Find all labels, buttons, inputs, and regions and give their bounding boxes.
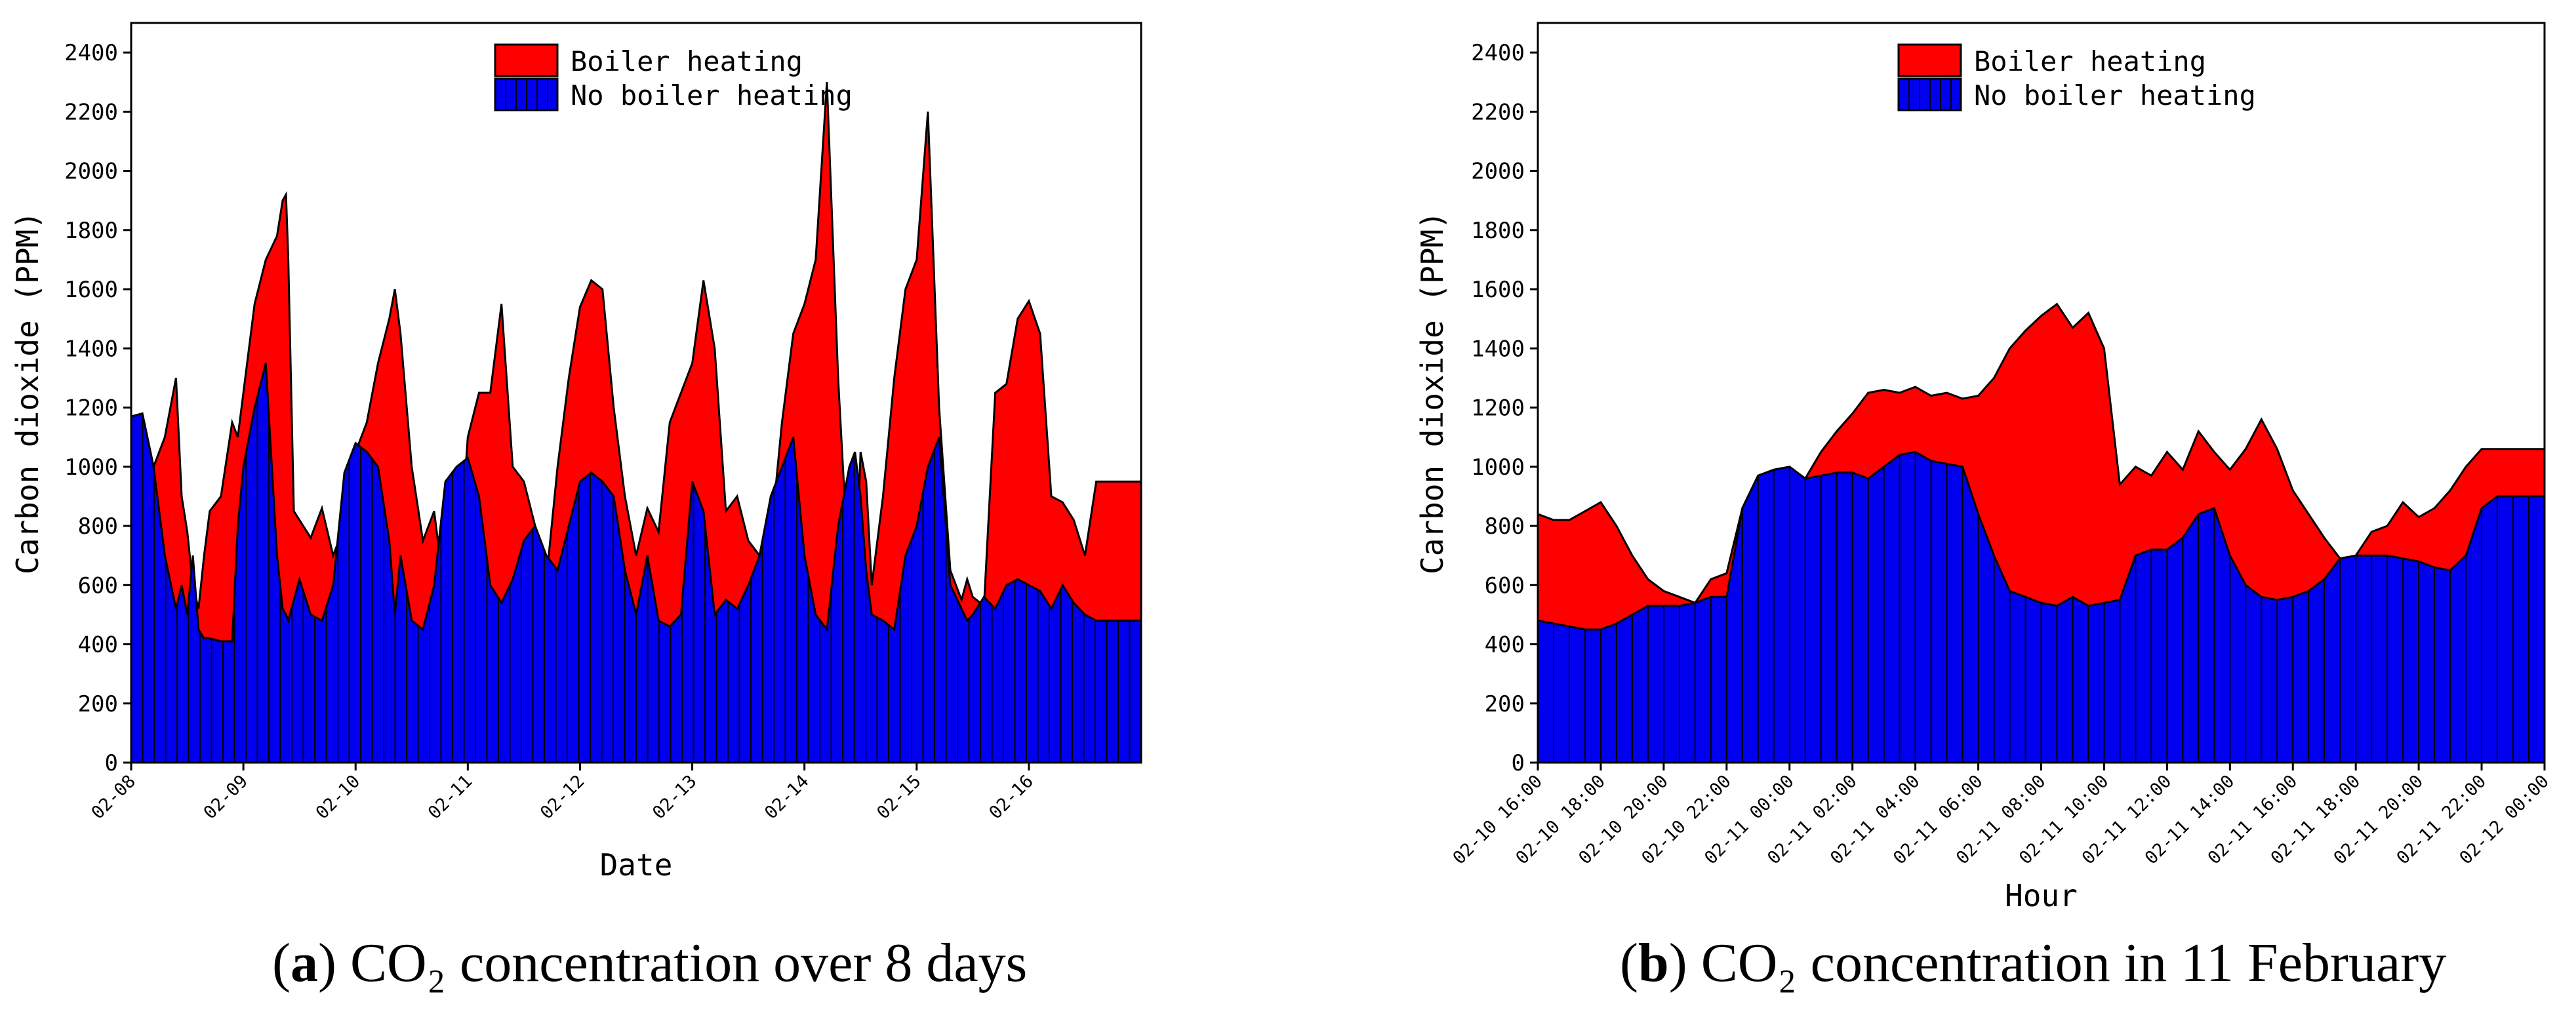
y-tick-label: 2000 [64, 159, 118, 185]
plot-frame [130, 22, 1142, 764]
y-tick-label: 2200 [1471, 99, 1525, 125]
y-tick-label: 0 [1512, 750, 1525, 776]
caption-b: (b) CO₂ concentration in 11 February [1620, 932, 2447, 993]
y-tick-label: 400 [1485, 632, 1525, 658]
y-tick-label: 2400 [64, 40, 118, 66]
y-tick-label: 2400 [1471, 40, 1525, 66]
y-tick-label: 1200 [1471, 395, 1525, 422]
y-axis-title: Carbon dioxide (PPM) [10, 211, 45, 574]
caption-a-letter: a [290, 932, 318, 993]
y-axis-title: Carbon dioxide (PPM) [1415, 211, 1450, 574]
y-tick-label: 1400 [64, 336, 118, 362]
caption-b-letter: b [1638, 932, 1669, 993]
y-tick-label: 800 [1485, 513, 1525, 540]
x-axis-title: Hour [2005, 878, 2078, 913]
caption-a: (a) CO₂ concentration over 8 days [272, 932, 1028, 993]
x-tick-label: 02-15 [873, 771, 925, 823]
no-boiler-heating-bars [1552, 452, 2530, 763]
y-tick-label: 1800 [64, 218, 118, 244]
x-tick-label: 02-16 [985, 771, 1037, 823]
legend-swatch-boiler [1897, 43, 1962, 77]
x-tick-label: 02-12 [536, 771, 588, 823]
y-tick-label: 200 [78, 691, 118, 717]
x-tick-label: 02-09 [200, 771, 252, 823]
y-tick-label: 2000 [1471, 159, 1525, 185]
y-tick-label: 1600 [64, 277, 118, 303]
y-tick-label: 1000 [64, 454, 118, 481]
y-tick-label: 200 [1485, 691, 1525, 717]
y-tick-label: 800 [78, 513, 118, 540]
y-tick-label: 2200 [64, 99, 118, 125]
x-tick-label: 02-13 [649, 771, 700, 823]
y-tick-label: 600 [78, 572, 118, 599]
y-tick-label: 1800 [1471, 218, 1525, 244]
chart-b: 0 200 400 600 800 1000 1200 1400 1600 1800 2000 220… [1415, 22, 2553, 913]
y-tick-label: 0 [105, 750, 118, 776]
y-tick-label: 1000 [1471, 454, 1525, 481]
legend-swatch-boiler [494, 43, 559, 77]
y-tick-label: 1600 [1471, 277, 1525, 303]
x-axis-title: Date [600, 847, 673, 883]
y-tick-label: 400 [78, 632, 118, 658]
legend-label-no-boiler: No boiler heating [571, 79, 853, 111]
y-tick-label: 600 [1485, 572, 1525, 599]
x-tick-label: 02-10 [312, 771, 364, 823]
x-tick-label: 02-14 [761, 771, 813, 823]
legend-label-boiler: Boiler heating [571, 45, 803, 77]
chart-a: 0 200 400 600 800 1000 1200 1400 1600 1800 2000 220… [10, 22, 1142, 883]
y-tick-label: 1200 [64, 395, 118, 422]
x-tick-label: 02-08 [88, 771, 140, 823]
y-tick-label: 1400 [1471, 336, 1525, 362]
x-tick-label: 02-11 [424, 771, 476, 823]
no-boiler-heating-bars [142, 396, 1131, 763]
legend-label-no-boiler: No boiler heating [1974, 79, 2256, 111]
caption-a-text: CO₂ concentration over 8 days [350, 932, 1028, 993]
legend-label-boiler: Boiler heating [1974, 45, 2206, 77]
caption-b-text: CO₂ concentration in 11 February [1701, 932, 2447, 993]
